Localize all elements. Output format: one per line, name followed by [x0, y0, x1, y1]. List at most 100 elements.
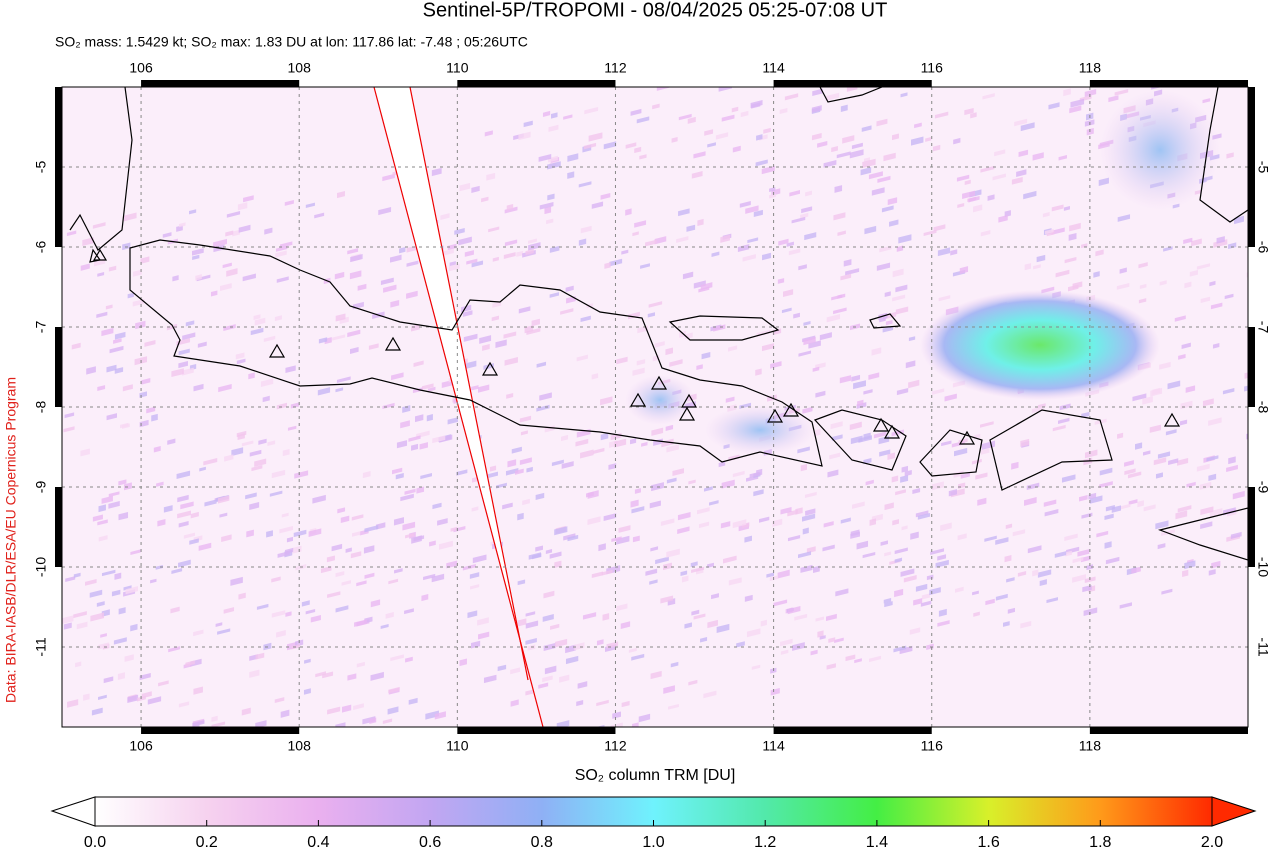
so2-pixel — [64, 839, 74, 847]
so2-pixel — [1022, 10, 1036, 17]
so2-pixel — [393, 517, 404, 526]
so2-pixel — [256, 603, 269, 610]
so2-pixel — [341, 580, 351, 586]
so2-pixel — [236, 358, 246, 365]
so2-pixel — [305, 608, 316, 615]
so2-pixel — [231, 447, 244, 457]
x-tick-label: 116 — [921, 738, 944, 754]
so2-pixel — [720, 521, 731, 529]
so2-pixel — [588, 132, 603, 142]
so2-pixel — [871, 187, 885, 196]
so2-pixel — [1004, 210, 1011, 218]
so2-pixel — [971, 458, 982, 465]
orbit-edge — [409, 87, 529, 681]
so2-pixel — [974, 22, 981, 27]
so2-pixel — [413, 360, 424, 367]
so2-pixel — [884, 601, 893, 608]
so2-pixel — [840, 517, 851, 524]
so2-pixel — [98, 535, 108, 542]
so2-pixel — [937, 554, 947, 561]
so2-pixel — [481, 196, 489, 203]
so2-pixel — [1178, 354, 1186, 360]
so2-pixel — [66, 230, 77, 237]
so2-pixel — [959, 266, 969, 274]
so2-pixel — [80, 263, 90, 271]
so2-pixel — [182, 332, 196, 341]
so2-pixel — [1096, 530, 1109, 538]
so2-pixel — [1110, 11, 1123, 19]
so2-pixel — [549, 292, 560, 298]
frame-bar — [773, 727, 932, 734]
so2-pixel — [666, 477, 677, 484]
so2-pixel — [833, 212, 846, 221]
so2-pixel — [937, 620, 950, 627]
so2-plume — [1100, 90, 1220, 210]
so2-pixel — [679, 330, 686, 338]
so2-pixel — [1044, 509, 1059, 517]
so2-pixel — [517, 579, 526, 586]
so2-pixel — [772, 518, 783, 527]
so2-pixel — [561, 434, 569, 442]
so2-pixel — [815, 390, 826, 398]
so2-pixel — [728, 577, 742, 586]
so2-pixel — [315, 671, 326, 678]
so2-pixel — [1240, 14, 1251, 22]
so2-pixel — [693, 613, 706, 620]
so2-pixel — [380, 277, 394, 286]
x-tick-label: 112 — [604, 738, 627, 754]
so2-pixel — [287, 425, 297, 431]
so2-pixel — [515, 468, 524, 475]
so2-pixel — [920, 600, 932, 607]
so2-pixel — [1177, 457, 1189, 466]
so2-pixel — [1020, 122, 1035, 132]
so2-pixel — [211, 721, 226, 727]
so2-pixel — [666, 548, 680, 558]
so2-pixel — [746, 628, 761, 638]
so2-pixel — [506, 203, 514, 211]
so2-pixel — [546, 218, 554, 225]
so2-pixel — [218, 746, 230, 755]
so2-pixel — [123, 212, 137, 222]
so2-pixel — [470, 584, 480, 590]
so2-pixel — [405, 533, 414, 539]
frame-bar — [773, 80, 932, 87]
so2-pixel — [92, 222, 106, 229]
so2-pixel — [402, 760, 410, 768]
so2-pixel — [467, 610, 478, 619]
y-tick-label: -11 — [33, 637, 49, 656]
so2-pixel — [1058, 155, 1067, 161]
so2-pixel — [1174, 22, 1186, 29]
so2-pixel — [549, 245, 560, 253]
colorbar-tick-label: 1.2 — [754, 834, 776, 851]
so2-pixel — [678, 208, 690, 217]
so2-pixel — [1161, 588, 1173, 595]
so2-pixel — [1046, 597, 1058, 604]
so2-pixel — [697, 218, 704, 226]
so2-pixel — [65, 576, 76, 582]
so2-pixel — [182, 367, 194, 376]
so2-pixel — [458, 236, 472, 246]
so2-pixel — [402, 405, 411, 413]
so2-pixel — [1064, 533, 1078, 541]
so2-pixel — [786, 241, 794, 247]
so2-pixel — [356, 757, 367, 764]
so2-pixel — [1202, 74, 1212, 80]
so2-pixel — [375, 522, 386, 530]
so2-pixel — [677, 511, 691, 521]
so2-pixel — [603, 513, 617, 522]
so2-pixel — [809, 64, 818, 70]
so2-pixel — [1087, 35, 1097, 42]
so2-pixel — [390, 299, 400, 308]
so2-pixel — [390, 254, 402, 263]
so2-pixel — [510, 667, 521, 675]
so2-pixel — [1014, 118, 1028, 127]
so2-pixel — [210, 290, 218, 297]
so2-pixel — [784, 93, 799, 101]
so2-pixel — [225, 230, 234, 237]
so2-pixel — [293, 529, 307, 538]
so2-pixel — [1059, 34, 1067, 41]
so2-pixel — [85, 579, 97, 586]
so2-pixel — [203, 458, 218, 466]
so2-pixel — [217, 495, 230, 504]
